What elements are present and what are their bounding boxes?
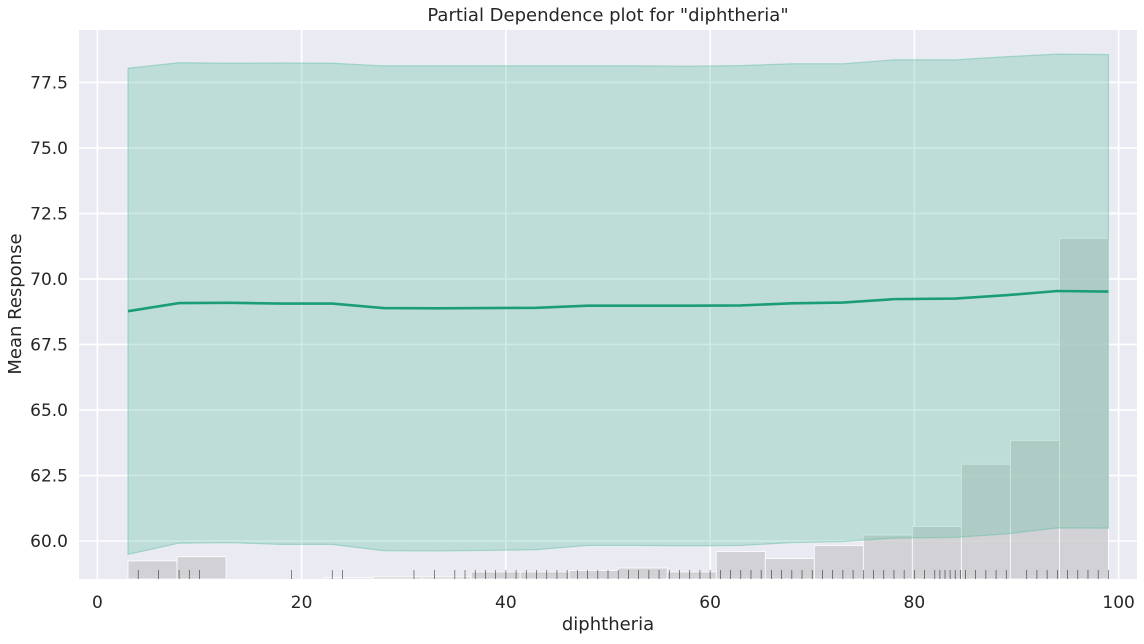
histogram-bar xyxy=(421,576,472,580)
y-tick-label: 65.0 xyxy=(30,401,68,421)
x-tick-label: 60 xyxy=(699,593,721,613)
histogram-bar xyxy=(176,556,227,580)
y-tick-label: 77.5 xyxy=(30,73,68,93)
histogram-bar xyxy=(813,545,864,580)
y-tick-label: 62.5 xyxy=(30,466,68,486)
x-tick-label: 20 xyxy=(291,593,313,613)
histogram-bar xyxy=(666,571,717,580)
histogram-bar xyxy=(127,560,178,580)
y-axis-label: Mean Response xyxy=(5,233,26,374)
histogram-bar xyxy=(519,571,570,580)
histogram-bar xyxy=(1058,237,1109,580)
confidence-band xyxy=(127,53,1110,556)
y-tick-label: 60.0 xyxy=(30,532,68,552)
x-tick-label: 80 xyxy=(904,593,926,613)
histogram-bar xyxy=(764,558,815,580)
x-tick-label: 0 xyxy=(92,593,103,613)
chart-title: Partial Dependence plot for "diphtheria" xyxy=(427,5,788,26)
x-axis-label: diphtheria xyxy=(562,614,654,635)
x-tick-label: 40 xyxy=(495,593,517,613)
histogram-bar xyxy=(862,534,913,580)
x-tick-label: 100 xyxy=(1102,593,1134,613)
histogram-bar xyxy=(323,577,374,580)
histogram-bar xyxy=(1009,439,1060,580)
histogram-bar xyxy=(617,567,668,580)
histogram xyxy=(127,237,1109,580)
x-tick-labels: 0 20 40 60 80 100 xyxy=(92,593,1135,613)
histogram-bar xyxy=(372,576,423,580)
series-line xyxy=(127,289,1109,313)
mean-response-line xyxy=(127,289,1109,313)
y-tick-label: 70.0 xyxy=(30,270,68,290)
confidence-band-area xyxy=(127,53,1110,556)
y-tick-label: 75.0 xyxy=(30,139,68,159)
histogram-bar xyxy=(911,526,962,580)
y-tick-label: 67.5 xyxy=(30,335,68,355)
y-tick-label: 72.5 xyxy=(30,204,68,224)
rug-marks xyxy=(137,570,1109,579)
histogram-bar xyxy=(568,570,619,580)
y-tick-labels: 60.0 62.5 65.0 67.5 70.0 72.5 75.0 77.5 xyxy=(30,73,68,552)
